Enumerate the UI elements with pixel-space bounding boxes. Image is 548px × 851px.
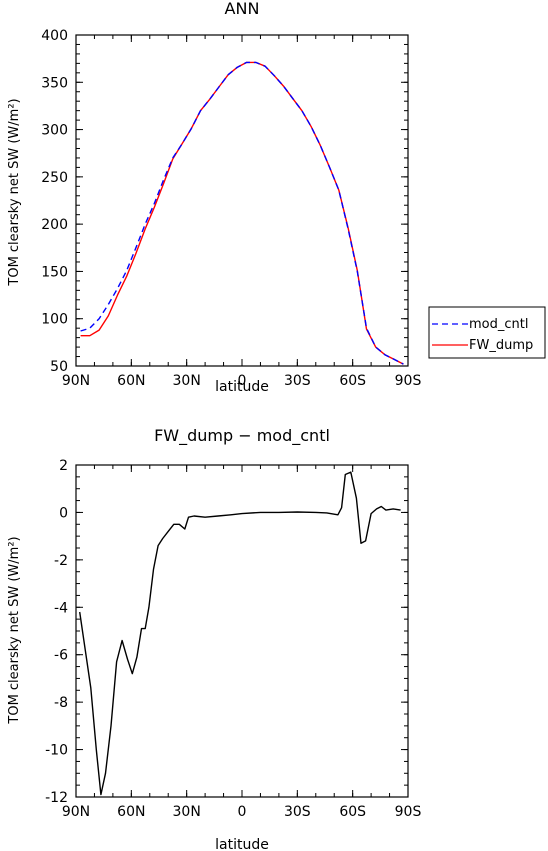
x-tick-label: 90N: [62, 373, 90, 389]
legend-label-fw-dump: FW_dump: [469, 338, 533, 353]
x-tick-label: 30N: [173, 373, 201, 389]
bottom-x-axis-label: latitude: [215, 837, 269, 851]
y-tick-label: 300: [41, 123, 68, 139]
legend-box: [428, 306, 546, 359]
bottom-y-axis-label: TOM clearsky net SW (W/m²): [7, 536, 22, 724]
x-tick-label: 60S: [339, 373, 366, 389]
top-y-axis-label: TOM clearsky net SW (W/m²): [7, 98, 22, 286]
y-tick-label: -8: [54, 695, 68, 711]
y-tick-label: 250: [41, 170, 68, 186]
x-tick-label: 60N: [117, 804, 145, 820]
y-tick-label: 2: [59, 458, 68, 474]
y-tick-label: 0: [59, 505, 68, 521]
top-panel: ANN TOM clearsky net SW (W/m²) latitude …: [7, 0, 546, 395]
series-line-mod-cntl: [80, 61, 404, 365]
top-chart-title: ANN: [225, 0, 260, 18]
x-tick-label: 60S: [339, 804, 366, 820]
x-tick-label: 90N: [62, 804, 90, 820]
bottom-panel: FW_dump − mod_cntl TOM clearsky net SW (…: [7, 426, 421, 851]
y-tick-label: 50: [50, 359, 68, 375]
y-tick-label: -6: [54, 648, 68, 664]
x-tick-label: 30N: [173, 804, 201, 820]
y-tick-label: 350: [41, 75, 68, 91]
y-tick-label: -4: [54, 600, 68, 616]
y-tick-label: 200: [41, 217, 68, 233]
x-tick-label: 90S: [395, 373, 422, 389]
series-line-difference: [79, 471, 401, 796]
x-tick-label: 90S: [395, 804, 422, 820]
y-tick-label: 150: [41, 264, 68, 280]
y-tick-label: 400: [41, 28, 68, 44]
y-tick-label: -10: [45, 743, 68, 759]
x-tick-label: 30S: [284, 373, 311, 389]
legend-label-mod-cntl: mod_cntl: [469, 317, 528, 332]
y-tick-label: 100: [41, 312, 68, 328]
series-line-fw-dump: [80, 61, 404, 365]
top-x-axis-label: latitude: [215, 379, 269, 395]
y-tick-label: -2: [54, 553, 68, 569]
y-tick-label: -12: [45, 790, 68, 806]
legend: mod_cntl FW_dump: [428, 306, 546, 359]
x-tick-label: 30S: [284, 804, 311, 820]
x-tick-label: 0: [238, 804, 247, 820]
x-tick-label: 60N: [117, 373, 145, 389]
top-plot-frame: [75, 34, 409, 367]
x-tick-label: 0: [238, 373, 247, 389]
bottom-chart-title: FW_dump − mod_cntl: [154, 426, 330, 446]
